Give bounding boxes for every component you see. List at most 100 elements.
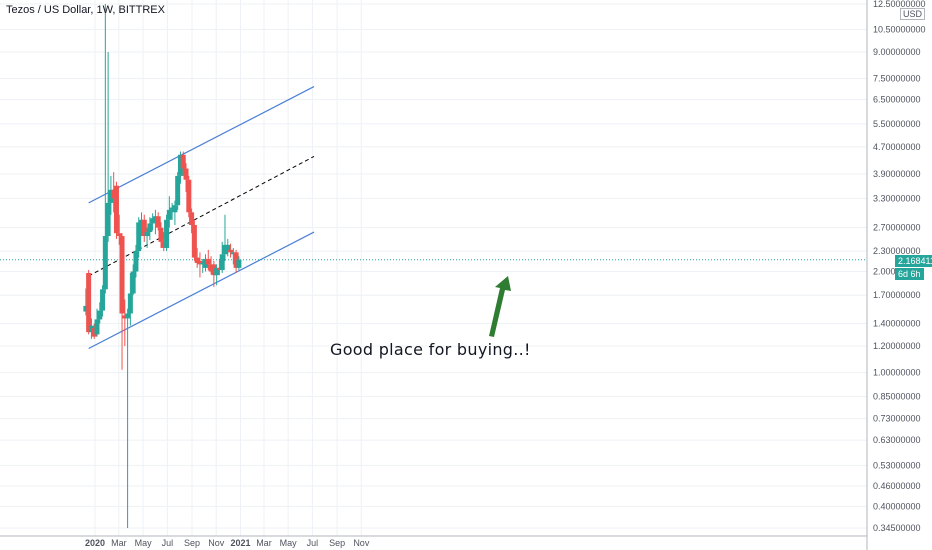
candle-body xyxy=(91,327,97,337)
y-tick-label: 1.20000000 xyxy=(873,341,921,351)
candle-body xyxy=(108,189,114,203)
candle-body xyxy=(97,310,103,320)
candle-body xyxy=(183,168,189,180)
candle-body xyxy=(208,264,214,272)
y-tick-label: 7.50000000 xyxy=(873,74,921,84)
candle-body xyxy=(236,259,242,268)
y-tick-label: 1.00000000 xyxy=(873,368,921,378)
candle-body xyxy=(88,325,94,333)
x-tick-label: Mar xyxy=(111,538,127,548)
y-tick-label: 6.50000000 xyxy=(873,94,921,104)
candle-body xyxy=(105,202,111,237)
y-tick-label: 12.50000000 xyxy=(873,0,926,9)
candle-body xyxy=(83,305,89,312)
candle-body xyxy=(113,185,119,234)
x-tick-label: Sep xyxy=(184,538,200,548)
candle-body xyxy=(130,271,136,294)
y-tick-label: 0.34500000 xyxy=(873,523,921,533)
candle-body xyxy=(205,258,211,265)
candle-body xyxy=(203,258,209,268)
candle-body xyxy=(141,219,147,237)
x-tick-label: 2020 xyxy=(85,538,105,548)
candle-body xyxy=(172,205,178,213)
candle-body xyxy=(164,219,170,248)
x-tick-label: May xyxy=(280,538,298,548)
y-tick-label: 0.53000000 xyxy=(873,460,921,470)
candle-body xyxy=(122,315,128,319)
candle-body xyxy=(144,232,150,237)
candle-body xyxy=(222,244,228,255)
y-tick-label: 2.30000000 xyxy=(873,246,921,256)
candle-body xyxy=(228,249,234,253)
y-tick-label: 2.70000000 xyxy=(873,223,921,233)
chart-title: Tezos / US Dollar, 1W, BITTREX xyxy=(6,4,165,16)
candle-body xyxy=(214,267,220,276)
candle-body xyxy=(158,227,164,242)
candle-body xyxy=(127,293,133,314)
candle-body xyxy=(194,257,200,263)
channel-upper-line xyxy=(88,86,315,204)
channel-midline xyxy=(88,155,315,277)
x-tick-label: Mar xyxy=(256,538,272,548)
candle-body xyxy=(216,267,222,271)
candle-body xyxy=(180,154,186,169)
candle-body xyxy=(211,264,217,276)
candle-body xyxy=(166,209,172,220)
candle-body xyxy=(125,313,131,319)
candle-body xyxy=(169,207,175,210)
y-tick-label: 0.85000000 xyxy=(873,391,921,401)
grid-layer xyxy=(0,0,867,536)
candle-body xyxy=(86,272,92,333)
countdown-badge: 6d 6h xyxy=(895,268,924,280)
currency-badge[interactable]: USD xyxy=(900,8,926,20)
current-price-badge: 2.16841114 xyxy=(895,255,932,267)
channel-layer xyxy=(0,86,867,350)
y-tick-label: 5.50000000 xyxy=(873,119,921,129)
y-tick-label: 0.73000000 xyxy=(873,414,921,424)
candle-body xyxy=(225,244,231,252)
y-tick-label: 3.90000000 xyxy=(873,169,921,179)
candle-body xyxy=(150,218,156,224)
x-tick-label: Nov xyxy=(208,538,225,548)
candle-body xyxy=(111,189,117,199)
x-tick-label: Nov xyxy=(353,538,370,548)
y-tick-label: 0.63000000 xyxy=(873,435,921,445)
candle-body xyxy=(175,175,181,206)
arrow-layer xyxy=(489,276,511,337)
channel-lower-line xyxy=(88,231,315,350)
candle-body xyxy=(233,252,239,268)
annotation-text: Good place for buying..! xyxy=(330,340,531,359)
y-tick-label: 9.00000000 xyxy=(873,47,921,57)
y-tick-label: 3.30000000 xyxy=(873,193,921,203)
candle-body xyxy=(102,236,108,290)
y-tick-label: 0.46000000 xyxy=(873,481,921,491)
candle-body xyxy=(139,219,145,228)
buy-arrow-icon xyxy=(489,276,511,337)
candle-body xyxy=(200,262,206,265)
y-tick-label: 10.50000000 xyxy=(873,24,926,34)
y-tick-label: 1.70000000 xyxy=(873,290,921,300)
candle-layer xyxy=(83,4,242,528)
candle-body xyxy=(191,225,197,258)
x-tick-label: Jul xyxy=(162,538,174,548)
candle-body xyxy=(94,319,100,335)
y-tick-label: 4.70000000 xyxy=(873,142,921,152)
candle-body xyxy=(197,260,203,265)
candle-body xyxy=(152,216,158,222)
candle-body xyxy=(133,251,139,272)
x-tick-label: Jul xyxy=(307,538,319,548)
candle-body xyxy=(230,252,236,255)
candle-body xyxy=(155,216,161,228)
candle-body xyxy=(161,241,167,248)
candle-body xyxy=(116,233,122,237)
candle-body xyxy=(100,289,106,311)
candle-body xyxy=(177,154,183,176)
x-tick-label: May xyxy=(135,538,153,548)
candle-body xyxy=(189,212,195,226)
x-tick-label: Sep xyxy=(329,538,345,548)
y-tick-label: 0.40000000 xyxy=(873,501,921,511)
candle-body xyxy=(119,236,125,314)
candle-body xyxy=(186,179,192,213)
